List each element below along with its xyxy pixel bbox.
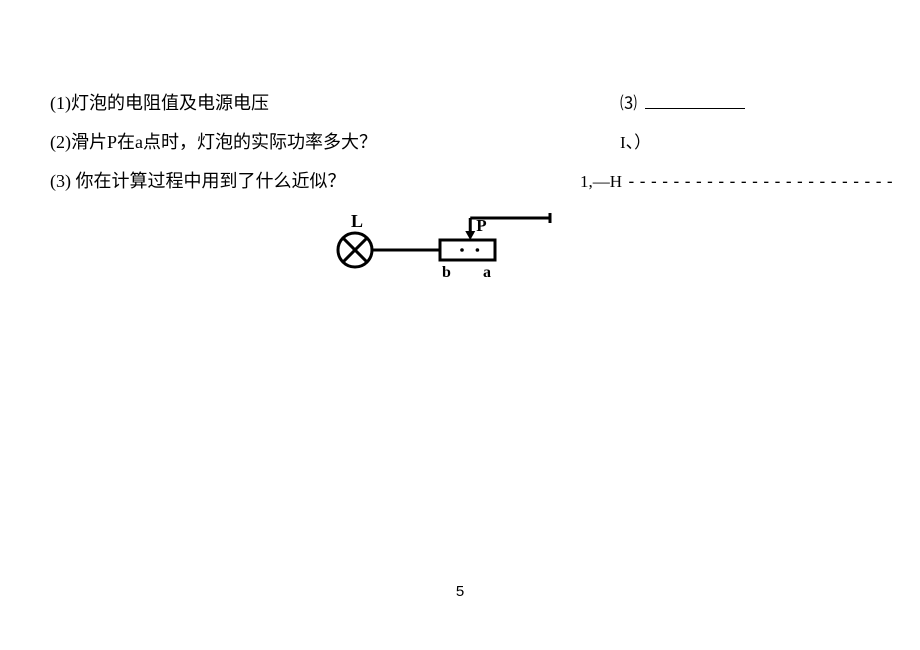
q3-text: 你在计算过程中用到了什么近似？: [76, 171, 346, 191]
q1-num: (1): [50, 93, 71, 113]
question-3-row: (3) 你在计算过程中用到了什么近似？ 1,—H ---------------…: [50, 166, 920, 197]
question-2: (2)滑片P在a点时，灯泡的实际功率多大？: [50, 127, 620, 158]
question-1-row: (1)灯泡的电阻值及电源电压 ⑶: [50, 88, 920, 119]
right-2: I、）: [620, 129, 651, 158]
r3-prefix: 1,—H: [580, 172, 622, 191]
q2-num: (2): [50, 132, 71, 152]
page-number: 5: [456, 583, 464, 600]
q2-text: 滑片P在a点时，灯泡的实际功率多大？: [71, 132, 377, 152]
question-3: (3) 你在计算过程中用到了什么近似？: [50, 166, 580, 197]
r2-text: I、）: [620, 133, 651, 152]
svg-text:a: a: [483, 264, 491, 281]
q1-text: 灯泡的电阻值及电源电压: [71, 93, 269, 113]
circuit-svg: LPba: [325, 195, 565, 290]
right-1: ⑶: [620, 90, 745, 119]
svg-text:L: L: [351, 211, 363, 231]
question-2-row: (2)滑片P在a点时，灯泡的实际功率多大？ I、）: [50, 127, 920, 158]
circuit-diagram: LPba: [325, 195, 565, 290]
blank-line: [645, 90, 745, 109]
r3-dashes: ------------------------: [626, 172, 896, 192]
question-block: (1)灯泡的电阻值及电源电压 ⑶ (2)滑片P在a点时，灯泡的实际功率多大？ I…: [0, 0, 920, 197]
svg-text:b: b: [442, 264, 451, 281]
right-3: 1,—H ------------------------: [580, 168, 896, 197]
question-1: (1)灯泡的电阻值及电源电压: [50, 88, 620, 119]
q3-num: (3): [50, 171, 71, 191]
r1-num: ⑶: [620, 94, 637, 113]
